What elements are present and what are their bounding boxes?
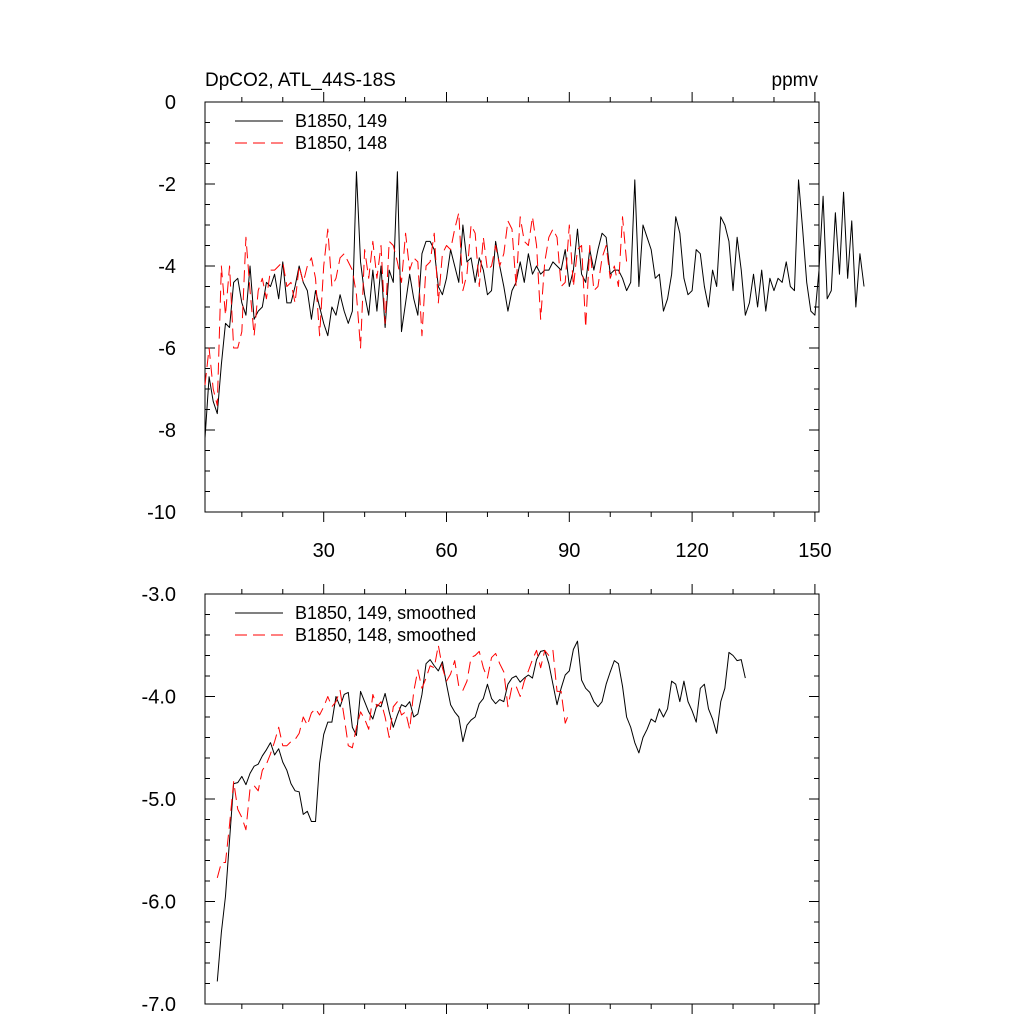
top-panel-ticks: 0 -2 -4 -6 -8 -10 30 60 90 120 150: [147, 92, 832, 562]
top-panel-frame: [204, 101, 820, 513]
top-ytick-label: 0: [165, 92, 176, 114]
bottom-ytick-label: -7.0: [142, 994, 176, 1016]
top-xtick-label: 30: [313, 540, 335, 562]
legend-label-148: B1850, 148: [295, 133, 387, 153]
bottom-panel-series: [216, 640, 746, 982]
legend-label-149-smoothed: B1850, 149, smoothed: [295, 603, 476, 623]
bottom-series-line-149: [216, 640, 746, 982]
top-xtick-label: 150: [798, 540, 831, 562]
top-ytick-label: -2: [158, 174, 176, 196]
top-series-line-149: [204, 171, 865, 439]
top-ytick-label: -8: [158, 420, 176, 442]
bottom-ytick-label: -6.0: [142, 892, 176, 914]
bottom-ytick-label: -3.0: [142, 584, 176, 606]
top-panel: DpCO2, ATL_44S-18S ppmv 0 -2 -4 -6 -8 -10 30 60…: [147, 70, 865, 562]
bottom-ytick-label: -4.0: [142, 687, 176, 709]
bottom-legend: B1850, 149, smoothed B1850, 148, smoothe…: [235, 603, 476, 645]
top-series-line-148: [204, 212, 628, 406]
top-panel-title: DpCO2, ATL_44S-18S: [205, 70, 396, 91]
bottom-panel-frame: [204, 593, 820, 1005]
top-ytick-label: -4: [158, 256, 176, 278]
top-panel-series: [204, 171, 865, 439]
top-panel-units: ppmv: [772, 70, 819, 91]
top-xtick-label: 90: [558, 540, 580, 562]
bottom-panel-ticks: -3.0 -4.0 -5.0 -6.0 -7.0: [142, 584, 819, 1016]
top-xtick-label: 60: [435, 540, 457, 562]
top-ytick-label: -10: [147, 502, 176, 524]
legend-label-148-smoothed: B1850, 148, smoothed: [295, 625, 476, 645]
bottom-panel: -3.0 -4.0 -5.0 -6.0 -7.0 B1850, 149, smoothe…: [142, 584, 820, 1016]
top-xtick-label: 120: [675, 540, 708, 562]
bottom-ytick-label: -5.0: [142, 789, 176, 811]
top-legend: B1850, 149 B1850, 148: [235, 111, 387, 153]
legend-label-149: B1850, 149: [295, 111, 387, 131]
top-ytick-label: -6: [158, 338, 176, 360]
bottom-series-line-148: [216, 644, 570, 879]
